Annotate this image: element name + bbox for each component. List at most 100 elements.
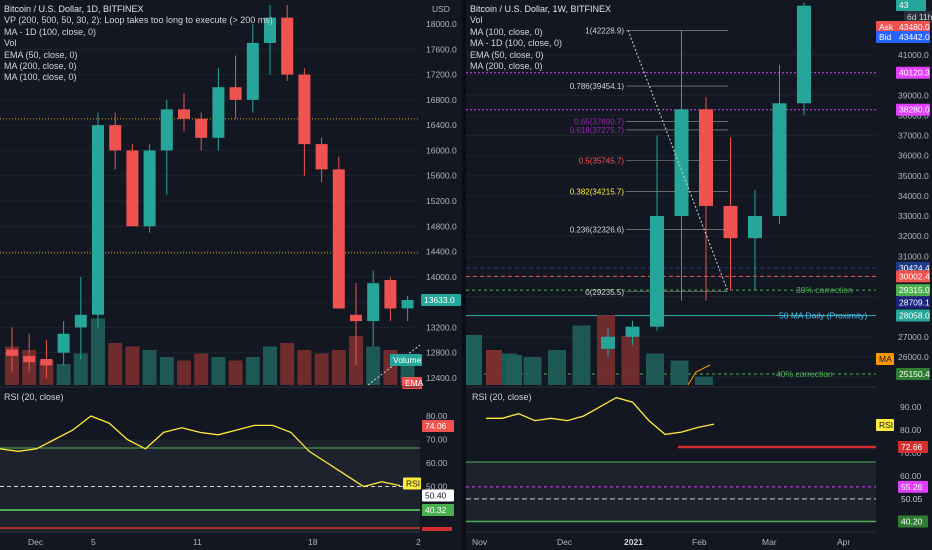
- right-rsi-badge-4-text: 40.20: [901, 517, 923, 527]
- right-ask-value-text: 43480.0: [899, 22, 930, 32]
- left-candle-body: [195, 118, 208, 138]
- right-fib-label: 0.236(32326.6): [570, 226, 625, 235]
- right-top-badge-text: 43: [899, 0, 909, 10]
- left-rsi-tag-text: RSI: [406, 479, 420, 489]
- right-x-tick-label: Mar: [762, 537, 777, 547]
- right-chart-title: Bitcoin / U.S. Dollar, 1W, BITFINEX: [470, 4, 612, 14]
- left-volume-bar: [245, 357, 260, 385]
- right-legend: Bitcoin / U.S. Dollar, 1W, BITFINEX Vol …: [470, 4, 611, 72]
- right-volume-bar: [506, 355, 522, 385]
- right-indicator-4[interactable]: EMA (50, close, 0): [470, 49, 544, 60]
- left-ema-badge-text: EMA: [405, 378, 424, 388]
- left-y-tick-label: 14400.0: [426, 247, 457, 257]
- left-volume-bar: [280, 343, 295, 385]
- right-y-tick-label: 26000.0: [898, 352, 929, 362]
- right-x-tick-label: Apr: [837, 537, 850, 547]
- pane-divider[interactable]: [462, 0, 466, 550]
- right-price-badge-6-bg: [896, 296, 930, 309]
- left-y-tick-label: 12800.0: [426, 348, 457, 358]
- left-y-tick-label: 12400.0: [426, 373, 457, 383]
- right-fib-label: 1(42228.9): [585, 26, 624, 35]
- left-volume-bar: [331, 350, 346, 385]
- left-volume-bar: [314, 353, 329, 385]
- right-rsi-y-tick: 60.00: [900, 471, 922, 481]
- right-ma-tag: MA: [876, 353, 894, 365]
- right-y-tick-label: 27000.0: [898, 332, 929, 342]
- left-indicator-5[interactable]: MA (200, close, 0): [4, 61, 77, 72]
- right-price-badge-1-text: 40120.3: [899, 68, 930, 78]
- right-x-tick-label: Feb: [692, 537, 707, 547]
- left-ema-badge: EMA: [402, 377, 424, 389]
- left-volume-bar: [263, 346, 277, 385]
- left-candle-body: [264, 17, 276, 43]
- right-rsi-y-tick: 80.00: [900, 425, 922, 435]
- right-volume-bar: [621, 336, 640, 385]
- right-ma-tag-text: MA: [879, 354, 892, 364]
- right-y-tick-label: 36000.0: [898, 151, 929, 161]
- right-indicator-1[interactable]: Vol: [470, 15, 483, 26]
- left-candle-body: [315, 144, 328, 170]
- left-y-tick-label: 15200.0: [426, 196, 457, 206]
- left-candle-body: [6, 349, 18, 356]
- right-price-badge-5-text: 29315.0: [899, 285, 930, 295]
- right-price-badge-5: 29315.0: [896, 284, 930, 297]
- right-rsi-title[interactable]: RSI (20, close): [472, 392, 532, 402]
- left-indicator-4[interactable]: EMA (50, close, 0): [4, 49, 78, 60]
- right-top-badge-bg: [896, 0, 926, 11]
- left-y-tick-label: 17200.0: [426, 70, 457, 80]
- right-y-tick-label: 35000.0: [898, 171, 929, 181]
- left-indicator-3[interactable]: Vol: [4, 38, 17, 49]
- right-price-badge-1-bg: [896, 66, 930, 79]
- right-price-badge-4-text: 30002.4: [899, 271, 930, 281]
- left-volume-bar: [177, 360, 191, 385]
- left-indicator-6[interactable]: MA (100, close, 0): [4, 72, 77, 83]
- left-y-tick-label: 15600.0: [426, 171, 457, 181]
- left-rsi-badge-2-bg: [422, 489, 454, 502]
- right-fib-label: 0.618(37275.7): [570, 126, 625, 135]
- right-bid-label: Bid: [876, 31, 896, 43]
- left-rsi-badge-2-text: 50.40: [425, 491, 447, 501]
- left-candle-body: [57, 333, 70, 353]
- right-indicator-5[interactable]: MA (200, close, 0): [470, 61, 543, 72]
- right-x-tick-label: Nov: [472, 537, 488, 547]
- left-rsi-title[interactable]: RSI (20, close): [4, 392, 64, 402]
- right-rsi-badge-3: 50.05: [898, 492, 928, 505]
- right-indicator-2[interactable]: MA (100, close, 0): [470, 26, 543, 37]
- left-y-tick-label: 16000.0: [426, 145, 457, 155]
- right-annotation-30pct: 30% correction: [796, 285, 853, 295]
- right-candle-body: [650, 216, 664, 327]
- right-price-badge-1: 40120.3: [896, 66, 930, 79]
- right-y-tick-label: 34000.0: [898, 191, 929, 201]
- right-y-tick-label: 33000.0: [898, 211, 929, 221]
- right-candle-body: [699, 109, 713, 206]
- right-volume-bar: [548, 350, 566, 385]
- right-rsi-badge-2-bg: [898, 480, 928, 493]
- left-chart-title: Bitcoin / U.S. Dollar, 1D, BITFINEX: [4, 4, 144, 14]
- right-candle-body: [723, 205, 738, 239]
- right-indicator-3[interactable]: MA - 1D (100, close, 0): [470, 38, 563, 49]
- left-candle-body: [281, 17, 294, 75]
- left-indicator-2[interactable]: MA - 1D (100, close, 0): [4, 26, 97, 37]
- left-indicator-1[interactable]: VP (200, 500, 50, 30, 2): Loop takes too…: [4, 15, 273, 26]
- right-x-tick-label: 2021: [624, 537, 643, 547]
- right-chart-svg[interactable]: 41000.040000.039000.038000.037000.036000…: [466, 0, 932, 550]
- left-candle-body: [126, 150, 139, 227]
- left-x-tick-label: Dec: [28, 537, 44, 547]
- left-x-tick-label: 11: [193, 537, 202, 547]
- left-rsi-y-tick: 50.00: [426, 482, 448, 492]
- left-x-tick-label: 18: [308, 537, 318, 547]
- left-volume-bar: [125, 346, 140, 385]
- left-chart-svg[interactable]: 18000.0 17600.0 17200.0 16800.0 16400.0 16000…: [0, 0, 462, 550]
- left-volume-bar: [142, 350, 157, 385]
- right-price-badge-6: 28709.1: [896, 296, 930, 309]
- right-rsi-badge-3-text: 50.05: [901, 494, 923, 504]
- left-legend: Bitcoin / U.S. Dollar, 1D, BITFINEX VP (…: [4, 4, 273, 84]
- left-candle-body: [143, 150, 156, 227]
- right-y-tick-label: 32000.0: [898, 231, 929, 241]
- right-volume-bar: [523, 357, 542, 385]
- left-volume-badge-bg: [390, 354, 422, 366]
- left-candle-body: [246, 42, 259, 100]
- left-rsi-floor-mark: [422, 527, 452, 531]
- left-rsi-badge-1: 74.06: [422, 420, 454, 432]
- left-candle-body: [74, 314, 87, 328]
